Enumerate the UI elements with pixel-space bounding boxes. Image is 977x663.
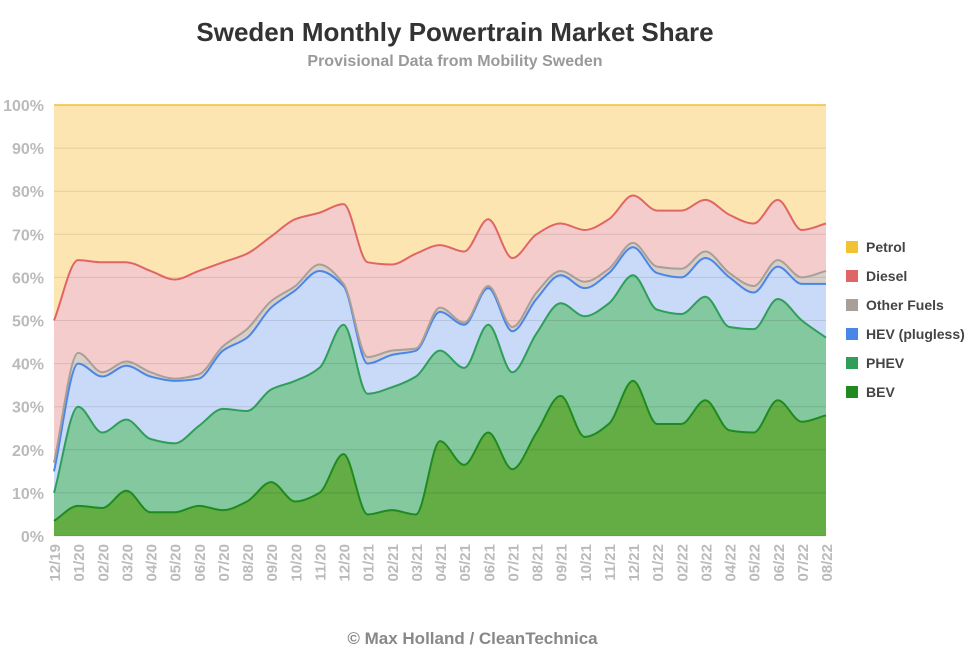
- x-tick-label: 05/22: [747, 544, 764, 582]
- x-tick-label: 08/22: [819, 544, 836, 582]
- x-tick-label: 02/22: [674, 544, 691, 582]
- line-diesel: [53, 194, 827, 321]
- x-tick-label: 07/21: [505, 544, 522, 582]
- x-tick-label: 03/22: [698, 544, 715, 582]
- x-tick-label: 08/20: [240, 544, 257, 582]
- x-tick-label: 07/22: [795, 544, 812, 582]
- line-hev-plugless: [53, 246, 826, 472]
- x-tick-label: 01/22: [650, 544, 667, 582]
- legend-swatch: [846, 327, 858, 340]
- chart-title: Sweden Monthly Powertrain Market Share: [196, 17, 714, 47]
- x-tick-label: 04/20: [144, 544, 161, 582]
- y-tick-label: 50%: [12, 314, 44, 331]
- x-tick-label: 02/20: [95, 544, 112, 582]
- y-tick-label: 30%: [12, 400, 44, 417]
- area-bev: [54, 380, 826, 536]
- area-phev: [54, 275, 826, 521]
- x-tick-label: 10/20: [288, 544, 305, 582]
- legend-item-bev: BEV: [846, 377, 965, 406]
- x-tick-label: 01/21: [361, 544, 378, 582]
- legend-item-phev: PHEV: [846, 348, 965, 377]
- y-tick-label: 10%: [12, 486, 44, 503]
- line-bev: [53, 379, 827, 522]
- grid-lines: [54, 104, 826, 537]
- x-tick-label: 12/21: [626, 544, 643, 582]
- y-axis: 0% 10% 20% 30% 40% 50% 60% 70% 80% 90% 100%: [3, 98, 44, 546]
- x-tick-label: 11/21: [602, 544, 619, 581]
- legend-swatch: [846, 269, 858, 282]
- legend-label: BEV: [866, 383, 895, 400]
- legend-swatch: [846, 240, 858, 253]
- legend-item-other-fuels: Other Fuels: [846, 290, 965, 319]
- x-tick-label: 04/22: [723, 544, 740, 582]
- x-tick-label: 09/20: [264, 544, 281, 582]
- y-tick-label: 70%: [12, 227, 44, 244]
- x-tick-label: 12/19: [47, 544, 64, 582]
- x-tick-label: 03/20: [119, 544, 136, 582]
- legend-label: Diesel: [866, 267, 908, 284]
- line-phev: [53, 274, 827, 494]
- x-tick-label: 04/21: [433, 544, 450, 582]
- x-tick-label: 08/21: [530, 544, 547, 582]
- chart-subtitle: Provisional Data from Mobility Sweden: [307, 53, 603, 70]
- y-tick-label: 100%: [3, 98, 44, 115]
- x-tick-label: 12/20: [337, 544, 354, 582]
- x-tick-label: 05/20: [168, 544, 185, 582]
- area-diesel: [54, 195, 826, 463]
- x-tick-label: 06/22: [771, 544, 788, 582]
- x-tick-label: 09/21: [554, 544, 571, 582]
- legend-item-hev-plugless: HEV (plugless): [846, 319, 965, 348]
- legend-item-diesel: Diesel: [846, 261, 965, 290]
- x-tick-label: 01/20: [71, 544, 88, 582]
- chart-credit: © Max Holland / CleanTechnica: [347, 629, 598, 648]
- series-lines: [53, 104, 827, 522]
- legend-swatch: [846, 356, 858, 369]
- legend-label: PHEV: [866, 354, 905, 371]
- legend-swatch: [846, 298, 858, 311]
- y-tick-label: 60%: [12, 270, 44, 287]
- x-tick-label: 06/21: [481, 544, 498, 582]
- legend-label: Petrol: [866, 238, 906, 255]
- y-tick-label: 80%: [12, 184, 44, 201]
- legend-item-petrol: Petrol: [846, 232, 965, 261]
- y-tick-label: 90%: [12, 141, 44, 158]
- x-tick-label: 06/20: [192, 544, 209, 582]
- chart-legend: Petrol Diesel Other Fuels HEV (plugless) PHE…: [846, 232, 965, 406]
- y-tick-label: 40%: [12, 357, 44, 374]
- line-other-fuels: [53, 241, 827, 463]
- x-tick-label: 11/20: [312, 544, 329, 581]
- y-tick-label: 20%: [12, 443, 44, 460]
- y-tick-label: 0%: [21, 529, 44, 546]
- x-tick-label: 02/21: [385, 544, 402, 582]
- x-axis: 12/19 01/20 02/20 03/20 04/20 05/20 06/20 07/20…: [47, 544, 836, 582]
- x-tick-label: 03/21: [409, 544, 426, 582]
- legend-label: Other Fuels: [866, 296, 944, 313]
- x-tick-label: 05/21: [457, 544, 474, 582]
- x-tick-label: 10/21: [578, 544, 595, 582]
- x-tick-label: 07/20: [216, 544, 233, 582]
- legend-label: HEV (plugless): [866, 325, 965, 342]
- area-petrol: [54, 105, 826, 321]
- legend-swatch: [846, 385, 858, 398]
